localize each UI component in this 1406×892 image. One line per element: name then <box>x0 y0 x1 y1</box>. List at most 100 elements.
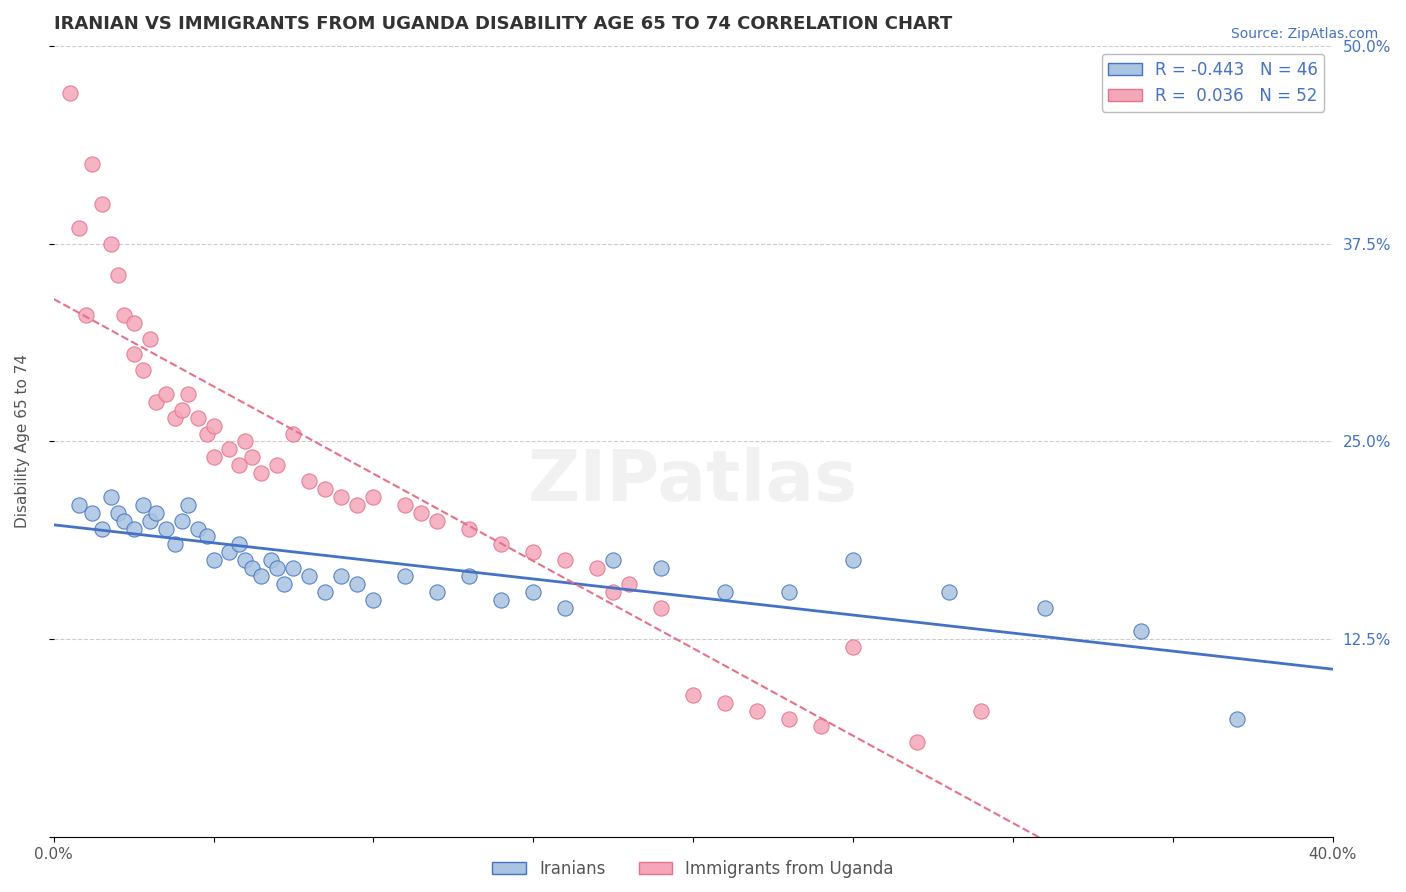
Point <box>177 498 200 512</box>
Point <box>90 197 112 211</box>
Point <box>165 537 187 551</box>
Point <box>394 569 416 583</box>
Point <box>554 553 576 567</box>
Point <box>330 569 353 583</box>
Point <box>155 387 177 401</box>
Point <box>228 537 250 551</box>
Point <box>586 561 609 575</box>
Point <box>202 418 225 433</box>
Point <box>235 553 257 567</box>
Point <box>619 577 641 591</box>
Point <box>132 363 155 377</box>
Point <box>59 86 82 100</box>
Point <box>602 585 624 599</box>
Point <box>250 466 273 480</box>
Point <box>283 426 305 441</box>
Text: IRANIAN VS IMMIGRANTS FROM UGANDA DISABILITY AGE 65 TO 74 CORRELATION CHART: IRANIAN VS IMMIGRANTS FROM UGANDA DISABI… <box>53 15 952 33</box>
Point <box>122 522 145 536</box>
Point <box>554 600 576 615</box>
Point <box>67 220 90 235</box>
Point <box>346 498 368 512</box>
Point <box>266 458 288 473</box>
Point <box>1129 624 1152 639</box>
Point <box>458 522 481 536</box>
Point <box>298 569 321 583</box>
Point <box>80 506 103 520</box>
Point <box>682 688 704 702</box>
Point <box>165 410 187 425</box>
Point <box>298 474 321 488</box>
Point <box>170 402 193 417</box>
Point <box>145 506 167 520</box>
Point <box>186 410 208 425</box>
Y-axis label: Disability Age 65 to 74: Disability Age 65 to 74 <box>15 354 30 528</box>
Point <box>67 498 90 512</box>
Point <box>155 522 177 536</box>
Point <box>107 506 129 520</box>
Point <box>314 585 336 599</box>
Point <box>122 347 145 361</box>
Point <box>330 490 353 504</box>
Point <box>283 561 305 575</box>
Point <box>235 434 257 449</box>
Point <box>1033 600 1056 615</box>
Point <box>186 522 208 536</box>
Point <box>218 442 240 457</box>
Point <box>394 498 416 512</box>
Point <box>522 585 544 599</box>
Point <box>426 514 449 528</box>
Point <box>218 545 240 559</box>
Point <box>842 640 865 655</box>
Point <box>132 498 155 512</box>
Point <box>778 712 800 726</box>
Point <box>970 704 993 718</box>
Point <box>100 490 122 504</box>
Point <box>75 308 97 322</box>
Point <box>138 514 160 528</box>
Point <box>202 553 225 567</box>
Point <box>107 268 129 283</box>
Point <box>1226 712 1249 726</box>
Point <box>112 308 135 322</box>
Legend: Iranians, Immigrants from Uganda: Iranians, Immigrants from Uganda <box>485 853 901 884</box>
Point <box>714 585 737 599</box>
Point <box>411 506 433 520</box>
Point <box>650 561 672 575</box>
Point <box>747 704 769 718</box>
Point <box>138 332 160 346</box>
Point <box>80 157 103 171</box>
Point <box>602 553 624 567</box>
Point <box>363 490 385 504</box>
Point <box>240 450 263 465</box>
Point <box>491 537 513 551</box>
Point <box>938 585 960 599</box>
Point <box>426 585 449 599</box>
Point <box>314 482 336 496</box>
Point <box>195 426 218 441</box>
Point <box>202 450 225 465</box>
Point <box>90 522 112 536</box>
Point <box>145 395 167 409</box>
Point <box>250 569 273 583</box>
Point <box>346 577 368 591</box>
Point <box>177 387 200 401</box>
Point <box>266 561 288 575</box>
Point <box>491 592 513 607</box>
Point <box>260 553 283 567</box>
Point <box>522 545 544 559</box>
Point <box>228 458 250 473</box>
Point <box>810 719 832 733</box>
Point <box>458 569 481 583</box>
Point <box>100 236 122 251</box>
Text: Source: ZipAtlas.com: Source: ZipAtlas.com <box>1230 27 1378 41</box>
Point <box>112 514 135 528</box>
Point <box>650 600 672 615</box>
Point <box>842 553 865 567</box>
Point <box>714 696 737 710</box>
Point <box>273 577 295 591</box>
Text: ZIPatlas: ZIPatlas <box>529 447 858 516</box>
Point <box>195 529 218 543</box>
Point <box>905 735 928 749</box>
Point <box>778 585 800 599</box>
Point <box>240 561 263 575</box>
